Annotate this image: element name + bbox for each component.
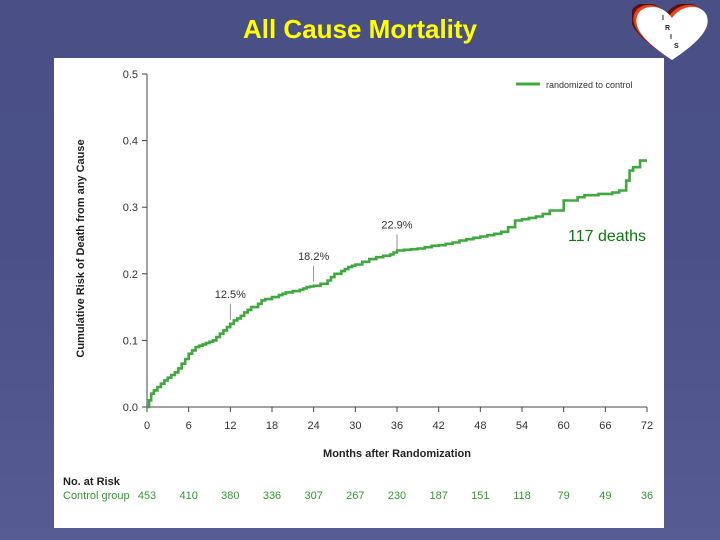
at-risk-value: 151 — [471, 490, 490, 502]
x-axis-label: Months after Randomization — [323, 448, 471, 460]
at-risk-group-label: Control group — [63, 490, 130, 502]
x-tick-label: 66 — [599, 420, 611, 432]
at-risk-value: 49 — [599, 490, 612, 502]
at-risk-value: 336 — [262, 490, 282, 502]
x-tick-label: 12 — [224, 420, 236, 432]
legend-label: randomized to control — [546, 80, 633, 90]
annotation-label: 12.5% — [215, 289, 246, 301]
y-axis-label: Cumulative Risk of Death from any Cause — [75, 139, 87, 357]
x-tick-label: 6 — [186, 420, 192, 432]
annotation-label: 22.9% — [381, 219, 412, 231]
at-risk-value: 187 — [429, 490, 448, 502]
x-tick-label: 42 — [433, 420, 445, 432]
at-risk-value: 267 — [346, 490, 365, 502]
x-tick-label: 60 — [558, 420, 570, 432]
at-risk-title: No. at Risk — [63, 476, 120, 488]
iris-heart-logo: I R I S — [632, 4, 708, 61]
y-tick-label: 0.3 — [123, 202, 138, 214]
annotation-label: 18.2% — [298, 251, 329, 263]
at-risk-value: 410 — [179, 490, 198, 502]
at-risk-value: 380 — [221, 490, 240, 502]
series-line — [147, 159, 647, 409]
logo-letter: I — [662, 15, 664, 22]
x-tick-label: 0 — [144, 420, 150, 432]
deaths-note: 117 deaths — [568, 228, 646, 245]
slide-title: All Cause Mortality — [242, 14, 478, 44]
logo-letter: R — [665, 25, 670, 32]
at-risk-value: 118 — [513, 490, 531, 502]
x-tick-label: 18 — [266, 420, 278, 432]
x-tick-label: 30 — [349, 420, 361, 432]
mortality-chart: 0.0 0.1 0.2 0.3 0.4 0.5 0 6 12 18 24 30 36 42 48 54 60 66… — [75, 69, 653, 460]
x-tick-label: 72 — [641, 420, 653, 432]
y-tick-label: 0.1 — [123, 335, 138, 347]
y-tick-label: 0.0 — [123, 402, 138, 414]
x-tick-label: 36 — [391, 420, 403, 432]
at-risk-value: 307 — [304, 490, 323, 502]
y-tick-label: 0.2 — [123, 269, 138, 281]
at-risk-value: 36 — [640, 490, 654, 502]
logo-letter: S — [674, 43, 679, 50]
chart-panel: 0.0 0.1 0.2 0.3 0.4 0.5 0 6 12 18 24 30 36 42 48 54 60 66… — [54, 58, 664, 528]
logo-letter: I — [670, 34, 672, 41]
y-tick-label: 0.4 — [123, 136, 138, 148]
x-tick-label: 24 — [308, 420, 320, 432]
at-risk-value: 453 — [137, 490, 157, 502]
at-risk-value: 79 — [557, 490, 570, 502]
x-tick-label: 48 — [474, 420, 486, 432]
y-tick-label: 0.5 — [123, 69, 138, 81]
x-tick-label: 54 — [516, 420, 528, 432]
at-risk-value: 230 — [387, 490, 407, 502]
